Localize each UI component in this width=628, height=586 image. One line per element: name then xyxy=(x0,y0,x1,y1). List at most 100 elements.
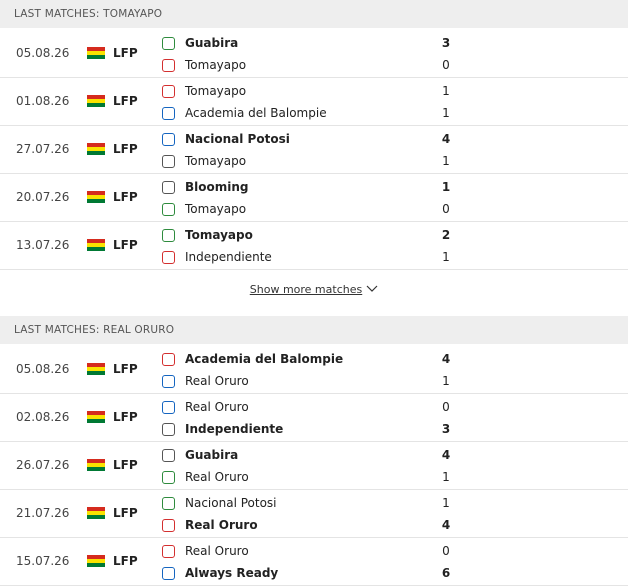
team-logo xyxy=(162,545,175,558)
country-flag xyxy=(87,555,105,567)
team-name: Tomayapo xyxy=(185,202,247,216)
show-more-link[interactable]: Show more matches xyxy=(249,283,363,296)
league: LFP xyxy=(113,94,138,108)
team-name: Real Oruro xyxy=(185,470,249,484)
chevron-icon xyxy=(366,285,378,292)
team-logo xyxy=(162,155,175,168)
score: 2 xyxy=(441,228,451,242)
score: 4 xyxy=(441,448,451,462)
match-row[interactable]: 26.07.26 LFP Guabira 4 Real Oruro 1 xyxy=(0,442,628,490)
team-name: Real Oruro xyxy=(185,544,249,558)
league: LFP xyxy=(113,506,138,520)
show-more: Show more matches xyxy=(0,270,628,316)
team-logo xyxy=(162,37,175,50)
country-flag xyxy=(87,459,105,471)
team-logo xyxy=(162,203,175,216)
match-row[interactable]: 20.07.26 LFP Blooming 1 Tomayapo 0 xyxy=(0,174,628,222)
league: LFP xyxy=(113,46,138,60)
match-date: 27.07.26 xyxy=(16,142,70,156)
team-logo xyxy=(162,423,175,436)
score: 1 xyxy=(442,470,450,484)
team-logo xyxy=(162,353,175,366)
match-row[interactable]: 27.07.26 LFP Nacional Potosi 4 Tomayapo 1 xyxy=(0,126,628,174)
match-row[interactable]: 21.07.26 LFP Nacional Potosi 1 Real Oruro 4 xyxy=(0,490,628,538)
match-row[interactable]: 05.08.26 LFP Guabira 3 Tomayapo 0 xyxy=(0,30,628,78)
country-flag xyxy=(87,95,105,107)
score: 3 xyxy=(441,422,451,436)
section-header: LAST MATCHES: REAL ORURO xyxy=(0,316,628,344)
match-row[interactable]: 05.08.26 LFP Academia del Balompie 4 Real Or… xyxy=(0,346,628,394)
team-logo xyxy=(162,181,175,194)
score: 1 xyxy=(442,84,450,98)
country-flag xyxy=(87,363,105,375)
team-name: Nacional Potosi xyxy=(185,132,290,146)
team-logo xyxy=(162,449,175,462)
match-date: 21.07.26 xyxy=(16,506,70,520)
league: LFP xyxy=(113,142,138,156)
score: 1 xyxy=(442,106,450,120)
team-logo xyxy=(162,251,175,264)
team-logo xyxy=(162,229,175,242)
score: 1 xyxy=(441,180,451,194)
country-flag xyxy=(87,47,105,59)
team-name: Real Oruro xyxy=(185,374,249,388)
match-date: 13.07.26 xyxy=(16,238,70,252)
team-name: Academia del Balompie xyxy=(185,352,344,366)
score: 3 xyxy=(441,36,451,50)
score: 1 xyxy=(442,154,450,168)
score: 1 xyxy=(442,250,450,264)
match-row[interactable]: 13.07.26 LFP Tomayapo 2 Independiente 1 xyxy=(0,222,628,270)
league: LFP xyxy=(113,362,138,376)
score: 4 xyxy=(441,518,451,532)
score: 1 xyxy=(442,496,450,510)
team-logo xyxy=(162,497,175,510)
team-name: Blooming xyxy=(185,180,249,194)
match-row[interactable]: 01.08.26 LFP Tomayapo 1 Academia del Balompi… xyxy=(0,78,628,126)
country-flag xyxy=(87,239,105,251)
score: 6 xyxy=(441,566,451,580)
team-name: Tomayapo xyxy=(185,228,253,242)
team-name: Real Oruro xyxy=(185,400,249,414)
team-logo xyxy=(162,59,175,72)
team-name: Guabira xyxy=(185,36,239,50)
team-logo xyxy=(162,519,175,532)
team-logo xyxy=(162,375,175,388)
match-date: 26.07.26 xyxy=(16,458,70,472)
team-name: Tomayapo xyxy=(185,84,247,98)
team-name: Tomayapo xyxy=(185,58,247,72)
team-name: Independiente xyxy=(185,422,284,436)
league: LFP xyxy=(113,190,138,204)
score: 0 xyxy=(442,202,450,216)
team-name: Tomayapo xyxy=(185,154,247,168)
match-date: 05.08.26 xyxy=(16,46,70,60)
team-name: Always Ready xyxy=(185,566,279,580)
league: LFP xyxy=(113,238,138,252)
league: LFP xyxy=(113,554,138,568)
score: 4 xyxy=(441,132,451,146)
country-flag xyxy=(87,191,105,203)
score: 1 xyxy=(442,374,450,388)
team-name: Guabira xyxy=(185,448,239,462)
match-date: 05.08.26 xyxy=(16,362,70,376)
match-date: 01.08.26 xyxy=(16,94,70,108)
team-logo xyxy=(162,133,175,146)
country-flag xyxy=(87,507,105,519)
match-date: 20.07.26 xyxy=(16,190,70,204)
team-logo xyxy=(162,85,175,98)
match-row[interactable]: 02.08.26 LFP Real Oruro 0 Independiente 3 xyxy=(0,394,628,442)
section-header: LAST MATCHES: TOMAYAPO xyxy=(0,0,628,28)
team-logo xyxy=(162,107,175,120)
score: 4 xyxy=(441,352,451,366)
team-name: Independiente xyxy=(185,250,272,264)
team-logo xyxy=(162,567,175,580)
team-logo xyxy=(162,471,175,484)
match-row[interactable]: 15.07.26 LFP Real Oruro 0 Always Ready 6 xyxy=(0,538,628,586)
score: 0 xyxy=(442,400,450,414)
score: 0 xyxy=(442,544,450,558)
team-name: Academia del Balompie xyxy=(185,106,327,120)
league: LFP xyxy=(113,410,138,424)
match-date: 02.08.26 xyxy=(16,410,70,424)
team-name: Nacional Potosi xyxy=(185,496,277,510)
